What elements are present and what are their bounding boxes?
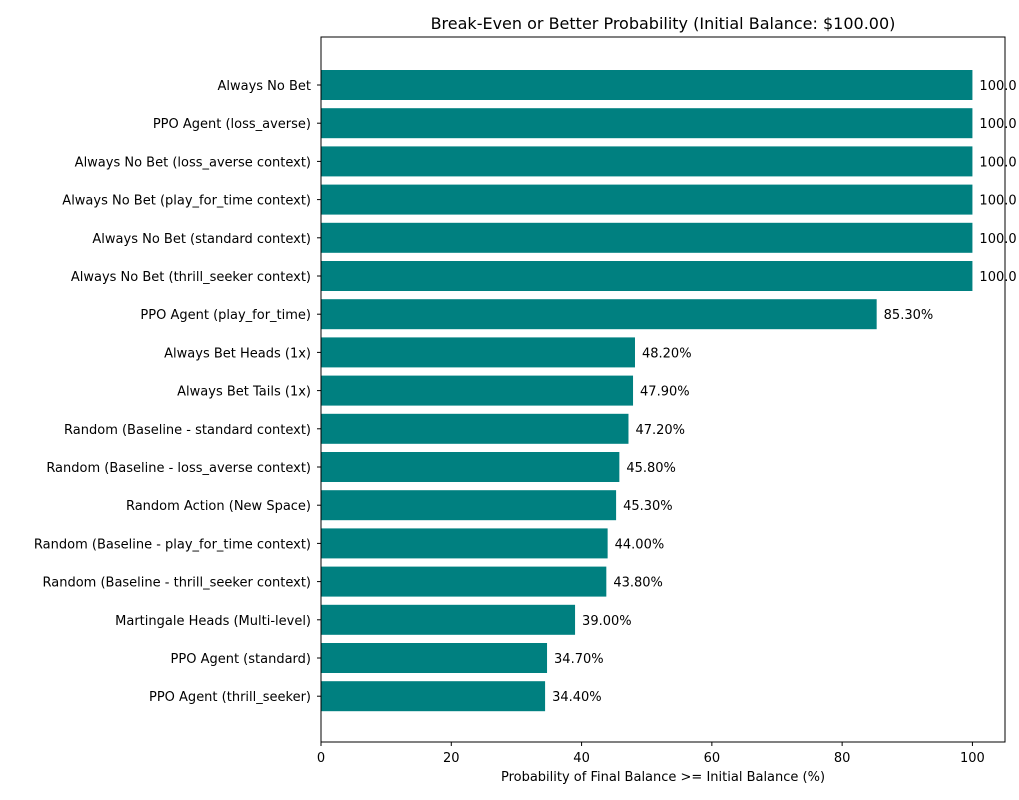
bar — [321, 681, 546, 712]
bar — [321, 490, 617, 521]
bar — [321, 643, 548, 673]
value-label: 100.0 — [979, 155, 1016, 170]
category-label: Always Bet Heads (1x) — [164, 346, 311, 361]
value-labels: 100.0 100.0 100.0 100.0 100.0 100.0 85.30% 48.2… — [552, 79, 1017, 705]
value-label: 34.70% — [554, 652, 604, 667]
value-label: 100.0 — [979, 79, 1016, 94]
x-axis-label: Probability of Final Balance >= Initial … — [501, 770, 825, 785]
value-label: 39.00% — [582, 614, 632, 629]
value-label: 47.20% — [635, 423, 685, 438]
category-label: PPO Agent (standard) — [171, 652, 311, 667]
category-label: PPO Agent (play_for_time) — [140, 308, 311, 323]
value-label: 34.40% — [552, 690, 602, 705]
x-tick-label: 20 — [443, 751, 460, 766]
bar — [321, 108, 973, 139]
bar — [321, 528, 608, 559]
category-label: Always Bet Tails (1x) — [177, 385, 311, 400]
value-label: 45.80% — [626, 461, 676, 476]
x-axis-ticks: 0 20 40 60 80 100 — [317, 742, 985, 766]
bar — [321, 222, 973, 253]
category-label: Random Action (New Space) — [126, 499, 311, 514]
x-tick-label: 0 — [317, 751, 325, 766]
x-tick-label: 60 — [704, 751, 721, 766]
category-label: Always No Bet (play_for_time context) — [62, 194, 311, 209]
x-tick-label: 100 — [960, 751, 985, 766]
category-label: Martingale Heads (Multi-level) — [115, 614, 311, 629]
bar — [321, 146, 973, 177]
category-label: Always No Bet — [217, 79, 311, 94]
x-tick-label: 80 — [834, 751, 851, 766]
value-label: 45.30% — [623, 499, 673, 514]
bar — [321, 452, 620, 482]
value-label: 100.0 — [979, 232, 1016, 247]
category-label: Always No Bet (thrill_seeker context) — [71, 270, 311, 285]
category-label: Random (Baseline - loss_averse context) — [46, 461, 311, 476]
bar — [321, 261, 973, 291]
value-label: 43.80% — [613, 576, 663, 591]
value-label: 47.90% — [640, 385, 690, 400]
bar — [321, 604, 576, 635]
category-label: PPO Agent (thrill_seeker) — [149, 690, 311, 705]
bar — [321, 337, 635, 368]
value-label: 100.0 — [979, 194, 1016, 209]
bar — [321, 566, 607, 597]
chart-title: Break-Even or Better Probability (Initia… — [431, 14, 896, 33]
category-label: Random (Baseline - thrill_seeker context… — [43, 576, 312, 591]
bar — [321, 413, 629, 444]
category-label: Random (Baseline - play_for_time context… — [34, 537, 311, 552]
x-tick-label: 40 — [573, 751, 590, 766]
bar — [321, 375, 634, 406]
category-label: Random (Baseline - standard context) — [64, 423, 311, 438]
bar — [321, 184, 973, 215]
value-label: 100.0 — [979, 270, 1016, 285]
category-label: Always No Bet (standard context) — [92, 232, 311, 247]
plot-frame — [320, 36, 1006, 743]
value-label: 85.30% — [884, 308, 934, 323]
bar — [321, 299, 877, 330]
category-labels: Always No Bet PPO Agent (loss_averse) Alwa… — [34, 79, 321, 705]
value-label: 44.00% — [615, 537, 665, 552]
value-label: 48.20% — [642, 346, 692, 361]
value-label: 100.0 — [979, 117, 1016, 132]
category-label: PPO Agent (loss_averse) — [153, 117, 311, 132]
bars-group — [321, 70, 973, 712]
bar — [321, 70, 973, 100]
category-label: Always No Bet (loss_averse context) — [75, 155, 311, 170]
